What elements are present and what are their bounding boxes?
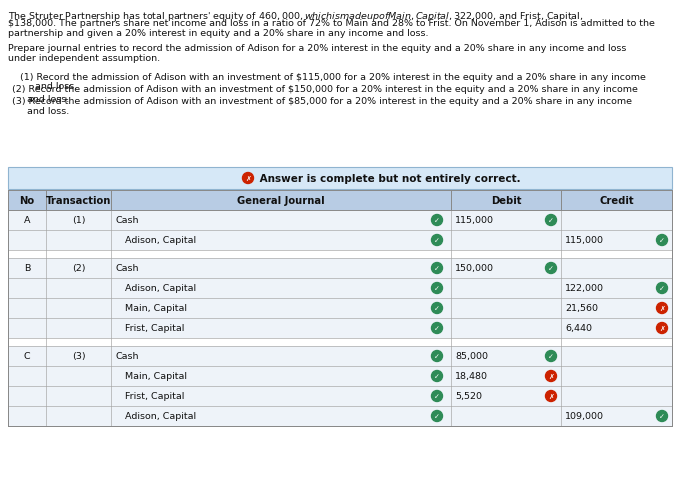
Text: Prepare journal entries to record the admission of Adison for a 20% interest in : Prepare journal entries to record the ad… [8, 44, 626, 53]
Text: ✓: ✓ [659, 238, 665, 244]
Text: ✓: ✓ [434, 373, 440, 379]
Bar [8, 298, 672, 318]
Text: (2): (2) [72, 264, 85, 273]
Text: and loss.: and loss. [20, 82, 78, 91]
Text: $138,000. The partners share net income and loss in a ratio of 72% to Main and 2: $138,000. The partners share net income … [8, 20, 655, 28]
Bar [8, 386, 672, 406]
Text: Main, Capital: Main, Capital [125, 372, 187, 381]
Text: ✗: ✗ [548, 373, 554, 379]
Text: ✗: ✗ [659, 305, 665, 311]
Text: Main, Capital: Main, Capital [125, 304, 187, 313]
Text: ✓: ✓ [434, 285, 440, 291]
Text: 109,000: 109,000 [565, 412, 604, 421]
Text: 6,440: 6,440 [565, 324, 592, 333]
Text: partnership and given a 20% interest in equity and a 20% share in any income and: partnership and given a 20% interest in … [8, 29, 428, 38]
Bar [8, 279, 672, 298]
Text: (1): (1) [72, 216, 85, 225]
Text: Adison, Capital: Adison, Capital [125, 284, 196, 293]
Circle shape [432, 283, 443, 294]
Circle shape [656, 323, 668, 334]
Bar [8, 338, 672, 346]
Text: ✓: ✓ [659, 413, 665, 419]
Text: and loss.: and loss. [12, 94, 69, 103]
Text: ✓: ✓ [548, 265, 554, 271]
Bar [8, 250, 672, 259]
Circle shape [432, 323, 443, 334]
Text: 115,000: 115,000 [565, 236, 604, 245]
Text: ✓: ✓ [434, 393, 440, 399]
Circle shape [432, 303, 443, 314]
Text: Cash: Cash [115, 264, 139, 273]
Circle shape [545, 371, 556, 382]
Text: ✓: ✓ [434, 305, 440, 311]
Bar [8, 318, 672, 338]
Circle shape [432, 371, 443, 382]
Text: Transaction: Transaction [46, 196, 112, 205]
Text: and loss.: and loss. [12, 107, 69, 116]
Text: No: No [20, 196, 35, 205]
Text: The Struter Partnership has total partners' equity of $460,000, which is made up: The Struter Partnership has total partne… [8, 10, 583, 23]
Text: ✓: ✓ [548, 353, 554, 359]
Text: B: B [24, 264, 30, 273]
Text: (1) Record the admission of Adison with an investment of $115,000 for a 20% inte: (1) Record the admission of Adison with … [20, 73, 646, 81]
Text: ✓: ✓ [434, 265, 440, 271]
Text: Adison, Capital: Adison, Capital [125, 412, 196, 421]
Circle shape [432, 215, 443, 226]
Text: Cash: Cash [115, 216, 139, 225]
Bar [8, 366, 672, 386]
Text: under independent assumption.: under independent assumption. [8, 54, 160, 62]
Bar [8, 191, 672, 210]
Text: ✗: ✗ [659, 325, 665, 331]
Bar [8, 346, 672, 366]
Text: (2) Record the admission of Adison with an investment of $150,000 for a 20% inte: (2) Record the admission of Adison with … [12, 85, 638, 94]
Text: ✓: ✓ [548, 218, 554, 224]
Bar [8, 230, 672, 250]
Text: 122,000: 122,000 [565, 284, 604, 293]
Circle shape [545, 351, 556, 362]
Text: 5,520: 5,520 [455, 392, 482, 401]
Text: (3): (3) [71, 352, 85, 361]
Text: A: A [24, 216, 30, 225]
Text: 150,000: 150,000 [455, 264, 494, 273]
Text: General Journal: General Journal [237, 196, 325, 205]
Circle shape [432, 351, 443, 362]
Text: Frist, Capital: Frist, Capital [125, 324, 184, 333]
Text: 21,560: 21,560 [565, 304, 598, 313]
Text: Frist, Capital: Frist, Capital [125, 392, 184, 401]
Text: 85,000: 85,000 [455, 352, 488, 361]
Text: Credit: Credit [599, 196, 634, 205]
Text: ✗: ✗ [245, 176, 251, 182]
Text: ✓: ✓ [434, 413, 440, 419]
Text: ✓: ✓ [434, 325, 440, 331]
Text: Debit: Debit [491, 196, 522, 205]
Circle shape [432, 263, 443, 274]
Text: Cash: Cash [115, 352, 139, 361]
Circle shape [656, 283, 668, 294]
Text: ✓: ✓ [434, 238, 440, 244]
Circle shape [545, 391, 556, 402]
Text: Adison, Capital: Adison, Capital [125, 236, 196, 245]
Text: C: C [24, 352, 31, 361]
Text: ✓: ✓ [434, 218, 440, 224]
Circle shape [243, 173, 254, 184]
Text: ✗: ✗ [548, 393, 554, 399]
Circle shape [545, 215, 556, 226]
Text: 18,480: 18,480 [455, 372, 488, 381]
Bar [8, 259, 672, 279]
Text: ✓: ✓ [434, 353, 440, 359]
Circle shape [656, 411, 668, 422]
Bar [8, 210, 672, 230]
Bar [8, 168, 672, 190]
Circle shape [656, 303, 668, 314]
Bar [8, 406, 672, 426]
Circle shape [432, 235, 443, 246]
Text: 115,000: 115,000 [455, 216, 494, 225]
Circle shape [545, 263, 556, 274]
Circle shape [432, 391, 443, 402]
Text: ✓: ✓ [659, 285, 665, 291]
Text: (3) Record the admission of Adison with an investment of $85,000 for a 20% inter: (3) Record the admission of Adison with … [12, 97, 632, 106]
Circle shape [432, 411, 443, 422]
Text: Answer is complete but not entirely correct.: Answer is complete but not entirely corr… [256, 174, 521, 183]
Circle shape [656, 235, 668, 246]
